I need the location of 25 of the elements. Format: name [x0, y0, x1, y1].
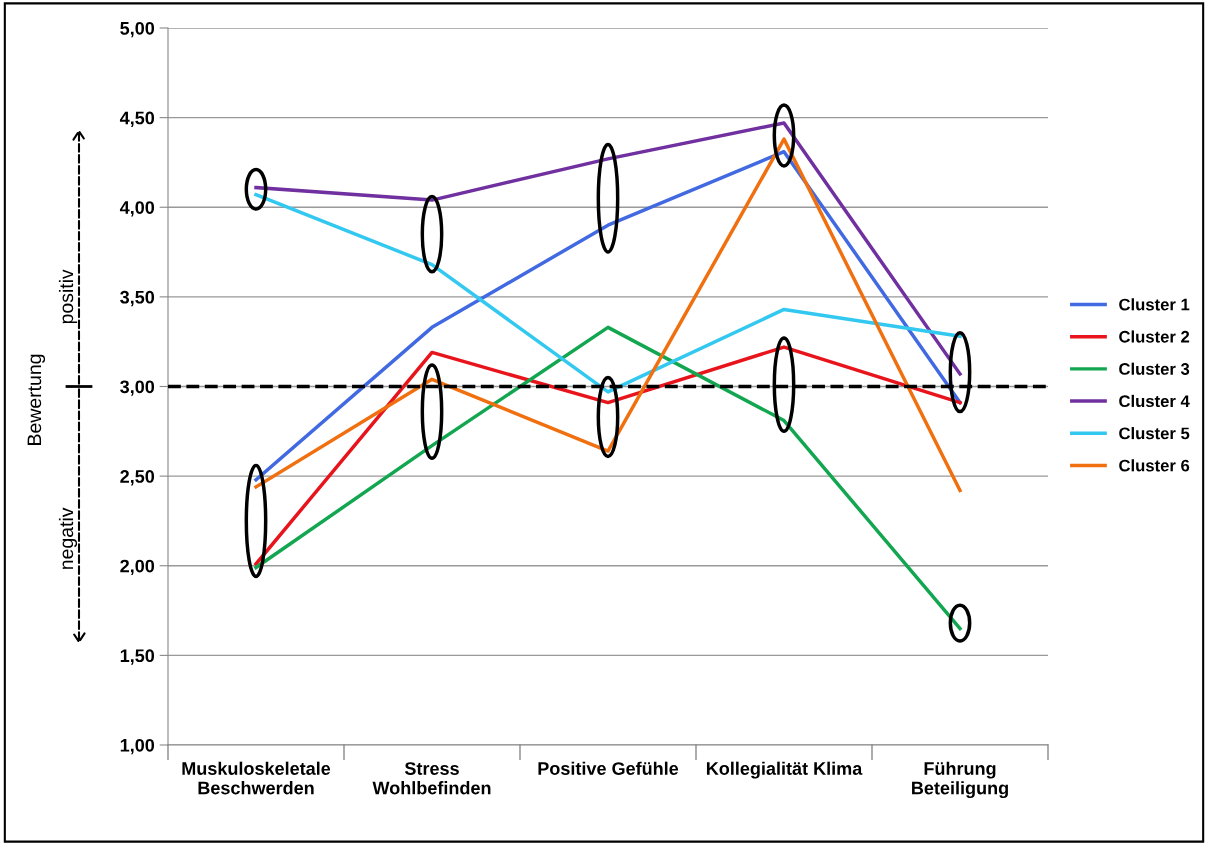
x-tick-label: Führung Beteiligung	[912, 761, 1008, 799]
text: positiv	[58, 269, 78, 324]
y-tick-label: 2,50	[120, 470, 155, 486]
legend-label: Cluster 4	[1119, 394, 1190, 408]
x-tick-label: Muskuloskeletale Beschwerden	[182, 761, 331, 795]
line-series	[254, 192, 962, 394]
y-tick-label: 5,00	[120, 21, 155, 38]
line-series	[254, 345, 962, 566]
y-axis-title: Bewertung	[27, 354, 46, 445]
x-tick-label: Kollegialität Klima	[706, 761, 863, 779]
y-tick-label: 1,50	[120, 649, 155, 665]
legend-label: Cluster 2	[1119, 330, 1190, 343]
legend-label: Cluster 1	[1119, 298, 1190, 311]
legend-label: Cluster 6	[1119, 459, 1190, 472]
y-tick-label: 2,00	[120, 559, 155, 576]
x-tick-label: Stress Wohlbefinden	[372, 762, 491, 795]
y-tick-label: 4,00	[119, 201, 155, 217]
legend-label: Cluster 3	[1119, 362, 1190, 375]
text: negativ	[58, 507, 78, 569]
x-tick-label: Positive Gefühle	[538, 761, 679, 775]
y-tick-label: 1,00	[120, 738, 155, 755]
y-tick-label: 3,50	[120, 290, 155, 307]
legend-label: Cluster 5	[1119, 427, 1190, 440]
y-tick-label: 3,00	[120, 380, 155, 396]
y-tick-label: 4,50	[119, 111, 155, 127]
